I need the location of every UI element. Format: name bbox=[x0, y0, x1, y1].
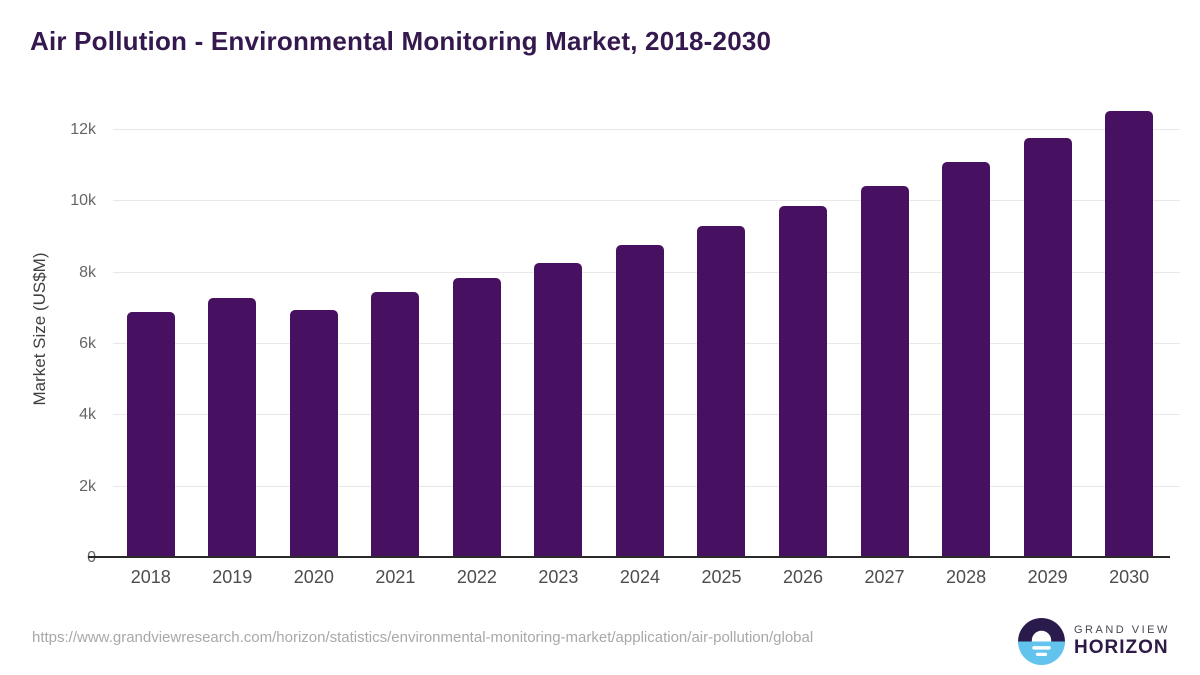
bar-slot-2018 bbox=[110, 100, 192, 558]
source-url: https://www.grandviewresearch.com/horizo… bbox=[32, 629, 814, 646]
bar-slot-2024 bbox=[599, 100, 681, 558]
bar-2024[interactable] bbox=[615, 244, 664, 558]
y-tick-12k: 12k bbox=[70, 121, 96, 138]
x-label-2018: 2018 bbox=[130, 567, 171, 587]
horizon-sun-icon bbox=[1018, 618, 1065, 665]
x-label-2028: 2028 bbox=[946, 567, 987, 587]
gridline-10k bbox=[113, 200, 1180, 202]
brand-logo-text: GRAND VIEW HORIZON bbox=[1074, 624, 1170, 659]
bar-slot-2022 bbox=[436, 100, 518, 558]
x-label-2026: 2026 bbox=[782, 567, 824, 587]
x-axis-line bbox=[88, 556, 1170, 558]
x-label-2025: 2025 bbox=[701, 567, 742, 587]
y-axis-ticks: 0 2k 4k 6k 8k 10k 12k bbox=[0, 100, 96, 566]
bar-2023[interactable] bbox=[534, 263, 583, 558]
brand-logo: GRAND VIEW HORIZON bbox=[1018, 618, 1170, 665]
bar-2028[interactable] bbox=[942, 162, 991, 558]
bar-2021[interactable] bbox=[371, 292, 420, 558]
y-tick-0: 0 bbox=[87, 549, 96, 567]
x-label-2019: 2019 bbox=[212, 567, 253, 587]
bar-slot-2029 bbox=[1007, 100, 1089, 558]
x-axis-labels: 2018 2019 2020 2021 2022 2023 2024 2025 2026 2027… bbox=[110, 567, 1170, 588]
bar-2027[interactable] bbox=[860, 185, 909, 558]
y-tick-8k: 8k bbox=[79, 263, 96, 281]
bar-slot-2026 bbox=[762, 100, 844, 558]
bar-2019[interactable] bbox=[208, 298, 257, 558]
x-label-2021: 2021 bbox=[375, 567, 416, 587]
bar-slot-2028 bbox=[925, 100, 1007, 558]
bar-2025[interactable] bbox=[697, 226, 746, 558]
bar-slot-2023 bbox=[518, 100, 600, 558]
brand-name-top: GRAND VIEW bbox=[1074, 624, 1170, 636]
bar-2029[interactable] bbox=[1023, 137, 1072, 558]
x-label-2024: 2024 bbox=[619, 567, 660, 587]
bar-slot-2030 bbox=[1088, 100, 1170, 558]
bar-2018[interactable] bbox=[126, 311, 175, 558]
x-label-2022: 2022 bbox=[456, 567, 497, 587]
y-tick-4k: 4k bbox=[79, 406, 96, 424]
brand-name-bottom: HORIZON bbox=[1074, 637, 1169, 658]
x-label-2029: 2029 bbox=[1027, 567, 1068, 587]
chart-title: Air Pollution - Environmental Monitoring… bbox=[30, 26, 772, 56]
bar-2022[interactable] bbox=[452, 278, 501, 558]
bar-slot-2025 bbox=[681, 100, 763, 558]
bar-slot-2027 bbox=[844, 100, 926, 558]
y-tick-2k: 2k bbox=[79, 477, 96, 495]
bar-slot-2019 bbox=[192, 100, 274, 558]
x-label-2030: 2030 bbox=[1109, 567, 1150, 587]
x-label-2023: 2023 bbox=[538, 567, 579, 587]
y-tick-10k: 10k bbox=[70, 192, 96, 210]
bar-2030[interactable] bbox=[1105, 111, 1154, 558]
x-label-2020: 2020 bbox=[293, 567, 334, 587]
x-label-2027: 2027 bbox=[864, 567, 905, 587]
bar-2026[interactable] bbox=[779, 206, 828, 558]
gridline-12k bbox=[113, 129, 1180, 130]
bar-slot-2021 bbox=[355, 100, 437, 558]
y-tick-6k: 6k bbox=[79, 335, 96, 352]
bar-series bbox=[110, 100, 1170, 558]
bar-slot-2020 bbox=[273, 100, 355, 558]
bar-2020[interactable] bbox=[289, 310, 338, 558]
